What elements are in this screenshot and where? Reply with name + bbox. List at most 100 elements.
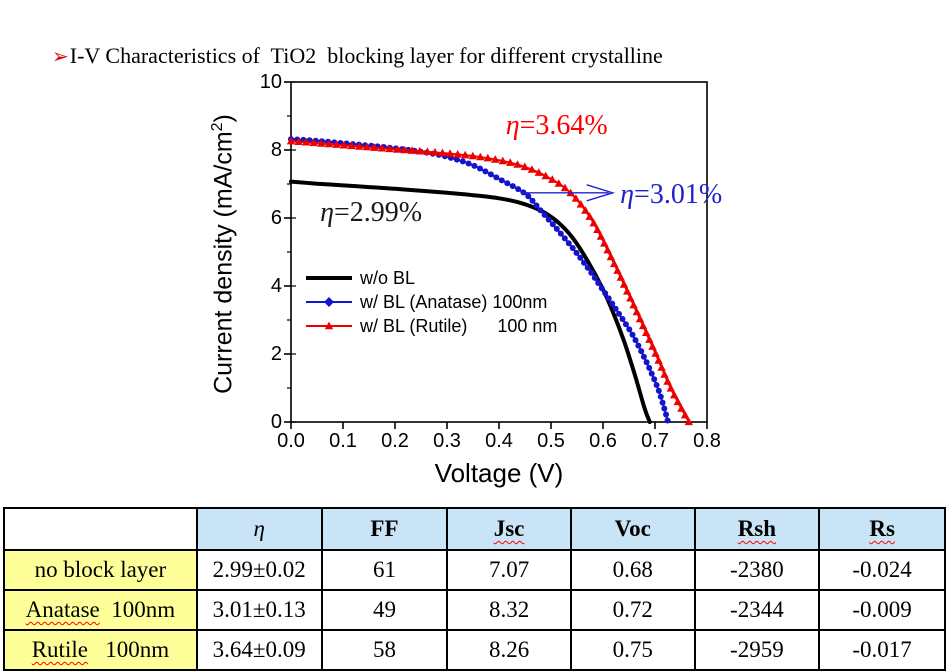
series-marker-2 [596,232,606,240]
x-tick-label: 0.8 [693,430,721,452]
series-marker-1 [616,310,622,317]
series-marker-2 [576,200,585,208]
series-marker-2 [670,390,679,399]
series-marker-1 [635,342,642,349]
table-cell-r2c2: 58 [320,629,449,671]
series-marker-2 [642,328,651,336]
series-marker-2 [408,146,417,154]
series-marker-1 [619,316,626,322]
table-header-empty [3,507,198,551]
legend-label: w/o BL [360,268,416,288]
series-marker-2 [362,142,371,151]
y-axis-title-close: ) [209,114,238,123]
series-marker-2 [593,225,602,233]
series-marker-2 [684,417,693,426]
x-tick-label: 0.4 [485,430,513,452]
series-marker-2 [377,143,387,152]
series-marker-2 [626,293,635,302]
series-marker-1 [626,326,633,333]
slide-title-text: I-V Characteristics of TiO2 blocking lay… [69,43,663,68]
series-marker-2 [332,140,341,148]
legend-marker-triangle [324,321,334,330]
table-cell-r1c3: 8.32 [446,589,572,631]
series-marker-1 [663,411,669,418]
series-marker-1 [655,387,662,394]
table-row-2: Rutile 100nm 3.64±0.09 58 8.26 0.75 -2959 -0.0… [3,629,946,671]
efficiency-annotation-2: η=3.01% [620,179,722,211]
series-marker-2 [506,158,515,166]
series-marker-1 [504,180,511,187]
table-cell-r1c1: 3.01±0.13 [195,589,323,631]
series-marker-1 [605,295,612,302]
table-cell-r0c5: -2380 [693,549,821,591]
series-marker-1 [640,353,647,360]
series-marker-1 [653,382,660,388]
series-marker-1 [584,264,591,271]
table-header-label: Voc [614,516,651,541]
series-marker-2 [606,252,616,261]
series-marker-2 [541,171,550,180]
series-marker-2 [339,140,349,149]
series-marker-1 [459,158,466,165]
series-marker-1 [453,156,460,163]
series-marker-1 [545,216,552,223]
series-marker-2 [498,156,507,165]
series-marker-2 [294,137,303,145]
series-marker-1 [638,348,645,355]
table-cell-r2c1: 3.64±0.09 [195,629,323,671]
y-tick-label: 0 [270,411,282,433]
series-marker-1 [561,235,568,242]
eta-symbol: η [620,178,635,210]
table-row-0: no block layer 2.99±0.02 61 7.07 0.68 -2380 -0… [3,549,946,591]
x-tick-label: 0.3 [433,430,461,452]
series-marker-2 [600,239,609,247]
x-tick-label: 0.0 [277,430,305,452]
series-marker-1 [581,259,587,266]
series-marker-2 [677,404,686,412]
series-marker-1 [612,305,619,312]
series-marker-1 [657,393,664,400]
row-label-cell: Rutile 100nm [3,629,198,671]
table-cell-r0c1: 2.99±0.02 [195,549,323,591]
efficiency-value: =3.64% [519,110,608,142]
table-header-label: FF [370,516,399,541]
series-marker-2 [638,321,648,330]
series-marker-2 [610,259,619,268]
row-label-word: Anatase [25,597,100,622]
x-axis-title: Voltage (V) [434,458,564,488]
series-marker-2 [673,397,682,406]
series-marker-1 [482,168,489,175]
series-marker-2 [660,370,669,378]
series-marker-2 [680,410,690,419]
table-cell-r0c6: -0.024 [818,549,946,591]
series-marker-2 [560,183,570,192]
legend-marker-diamond [324,297,334,307]
series-marker-1 [493,174,500,181]
series-marker-1 [609,300,616,307]
series-marker-2 [385,144,394,153]
eta-symbol: η [505,110,520,142]
series-marker-2 [585,212,594,220]
series-marker-2 [663,377,672,385]
series-marker-2 [302,137,311,146]
series-marker-1 [515,186,522,193]
iv-chart-canvas [284,81,708,429]
series-marker-1 [541,211,548,218]
table-row-1: Anatase 100nm 3.01±0.13 49 8.32 0.72 -2344 -0.… [3,589,946,631]
series-marker-1 [595,280,602,286]
series-marker-2 [534,168,543,176]
series-marker-2 [554,179,563,187]
series-marker-2 [616,273,625,281]
series-marker-2 [438,148,447,157]
series-marker-2 [347,141,356,150]
chart-text-layer: Current density (mA/cm2) Voltage (V) 0.0… [209,71,722,488]
series-marker-2 [520,162,529,171]
series-marker-1 [557,230,564,237]
series-marker-1 [646,364,653,371]
table-header-η: η [195,507,323,551]
series-marker-2 [629,300,638,309]
table-header-Rs: Rs [818,507,946,551]
series-marker-1 [529,197,536,204]
series-marker-1 [659,399,666,406]
series-marker-1 [622,321,629,328]
